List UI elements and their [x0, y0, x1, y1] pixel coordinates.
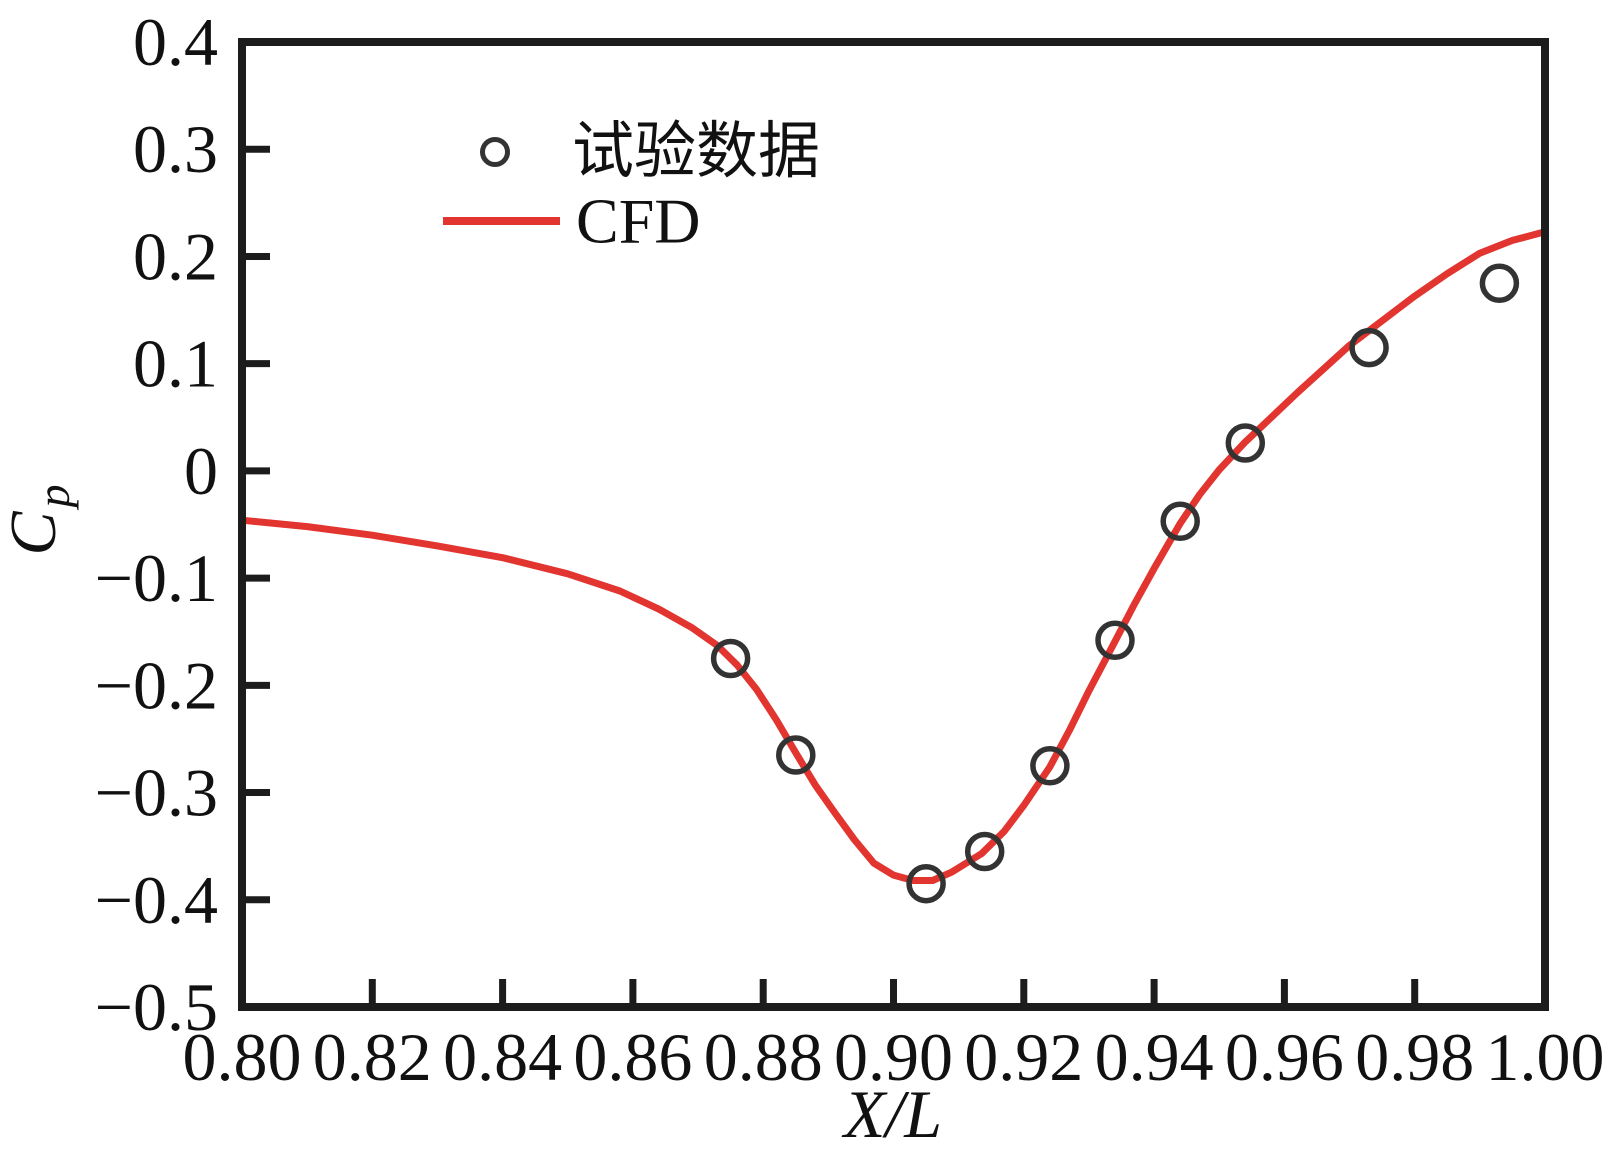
x-tick-label: 0.94 [1095, 1019, 1214, 1095]
x-tick-label: 0.90 [834, 1019, 953, 1095]
y-axis-label-subscript: p [28, 484, 79, 510]
x-axis-label: X/L [841, 1076, 942, 1152]
experiment-data-point [906, 863, 946, 904]
y-tick-label: −0.1 [95, 540, 218, 616]
experiment-data-point [1225, 423, 1266, 463]
y-axis-label-main: C [0, 511, 70, 556]
legend-label-cfd: CFD [576, 186, 701, 257]
axes-layer: 0.80 0.82 0.84 0.86 0.88 0.90 0.92 0.94 0.96 0.98… [95, 4, 1605, 1095]
series-layer [238, 228, 1549, 904]
experiment-data-point [1030, 746, 1070, 786]
x-tick-label: 0.96 [1225, 1019, 1344, 1095]
legend-open-circle-icon [480, 137, 510, 167]
legend-label-experiment: 试验数据 [572, 118, 820, 186]
experiment-data-point [776, 735, 816, 775]
y-axis-label: C p [0, 484, 79, 555]
y-tick-label: 0.3 [133, 111, 218, 187]
x-tick-label: 0.84 [443, 1019, 562, 1095]
y-tick-label: −0.4 [95, 862, 218, 938]
x-tick-label: 0.92 [964, 1019, 1083, 1095]
y-tick-label: 0.1 [133, 326, 218, 402]
y-tick-label: 0.4 [133, 4, 218, 80]
y-tick-label: 0 [184, 433, 218, 509]
y-tick-label: −0.3 [95, 755, 218, 831]
x-tick-label: 1.00 [1486, 1019, 1605, 1095]
x-tick-label: 0.82 [313, 1019, 432, 1095]
y-tick-label: 0.2 [133, 218, 218, 294]
experiment-data-point [1160, 501, 1200, 542]
cfd-curve [238, 228, 1549, 884]
x-tick-label: 0.88 [704, 1019, 823, 1095]
plot-border [238, 38, 1549, 1011]
experiment-data-point [1349, 327, 1389, 368]
y-tick-label: −0.2 [95, 647, 218, 723]
experiment-data-point [710, 638, 751, 679]
experiment-data-point [1095, 620, 1135, 661]
x-tick-label: 0.80 [183, 1019, 302, 1095]
x-tick-label: 0.86 [573, 1019, 692, 1095]
experiment-data-point [964, 831, 1005, 872]
experiment-data-point [1479, 263, 1520, 304]
y-tick-label: −0.5 [95, 969, 218, 1045]
x-tick-label: 0.98 [1355, 1019, 1474, 1095]
legend: 试验数据 CFD [443, 118, 820, 257]
